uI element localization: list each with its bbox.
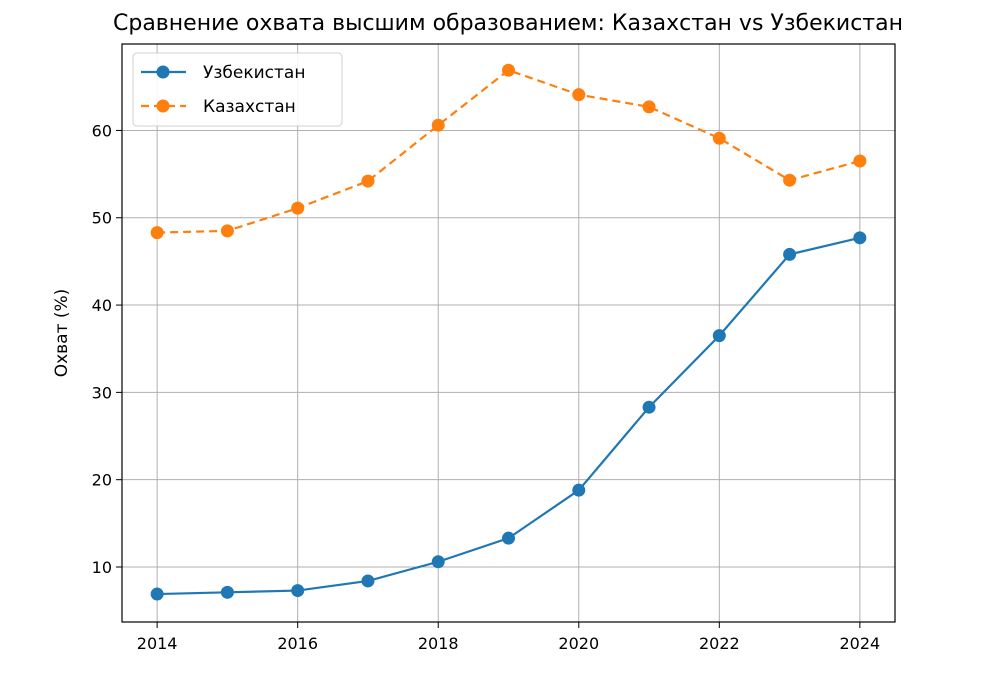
data-point <box>642 100 656 114</box>
legend-marker <box>156 65 170 79</box>
series-1 <box>150 231 867 601</box>
data-point <box>712 329 726 343</box>
data-point <box>431 555 445 569</box>
y-tick-label: 20 <box>92 471 112 490</box>
data-point <box>361 574 375 588</box>
legend-label: Казахстан <box>203 97 296 117</box>
data-point <box>150 226 164 240</box>
data-point <box>220 585 234 599</box>
x-tick-label: 2020 <box>558 634 599 653</box>
data-point <box>572 88 586 102</box>
y-tick-label: 60 <box>92 121 112 140</box>
x-tick-label: 2024 <box>840 634 881 653</box>
data-point <box>502 63 515 77</box>
data-point <box>220 224 234 238</box>
data-point <box>150 587 164 601</box>
series-2 <box>150 63 867 240</box>
legend-marker <box>156 99 170 113</box>
data-point <box>291 201 305 215</box>
data-point <box>502 531 515 545</box>
data-point <box>291 584 305 598</box>
x-tick-label: 2016 <box>277 634 318 653</box>
ticks: 2014 2016 2018 2020 2022 2024 10 20 30 40 50 60 <box>92 121 881 653</box>
data-point <box>783 247 797 261</box>
y-tick-label: 40 <box>92 296 112 315</box>
x-tick-label: 2022 <box>699 634 740 653</box>
data-point <box>642 400 656 414</box>
y-tick-label: 50 <box>92 209 112 228</box>
data-point <box>853 154 867 168</box>
x-tick-label: 2018 <box>418 634 459 653</box>
series-group <box>150 63 867 601</box>
plot-frame <box>121 43 896 623</box>
chart-title: Сравнение охвата высшим образованием: Ка… <box>113 11 903 36</box>
data-point <box>712 131 726 145</box>
y-axis-label: Охват (%) <box>52 289 72 378</box>
x-tick-label: 2014 <box>137 634 178 653</box>
data-point <box>853 231 867 245</box>
y-tick-label: 10 <box>92 558 112 577</box>
data-point <box>361 174 375 188</box>
legend: Узбекистан Казахстан <box>132 52 343 127</box>
y-tick-label: 30 <box>92 383 112 402</box>
series-line <box>157 68 861 234</box>
data-point <box>783 173 797 187</box>
data-point <box>572 483 586 497</box>
legend-label: Узбекистан <box>203 63 305 83</box>
data-point <box>431 118 445 132</box>
